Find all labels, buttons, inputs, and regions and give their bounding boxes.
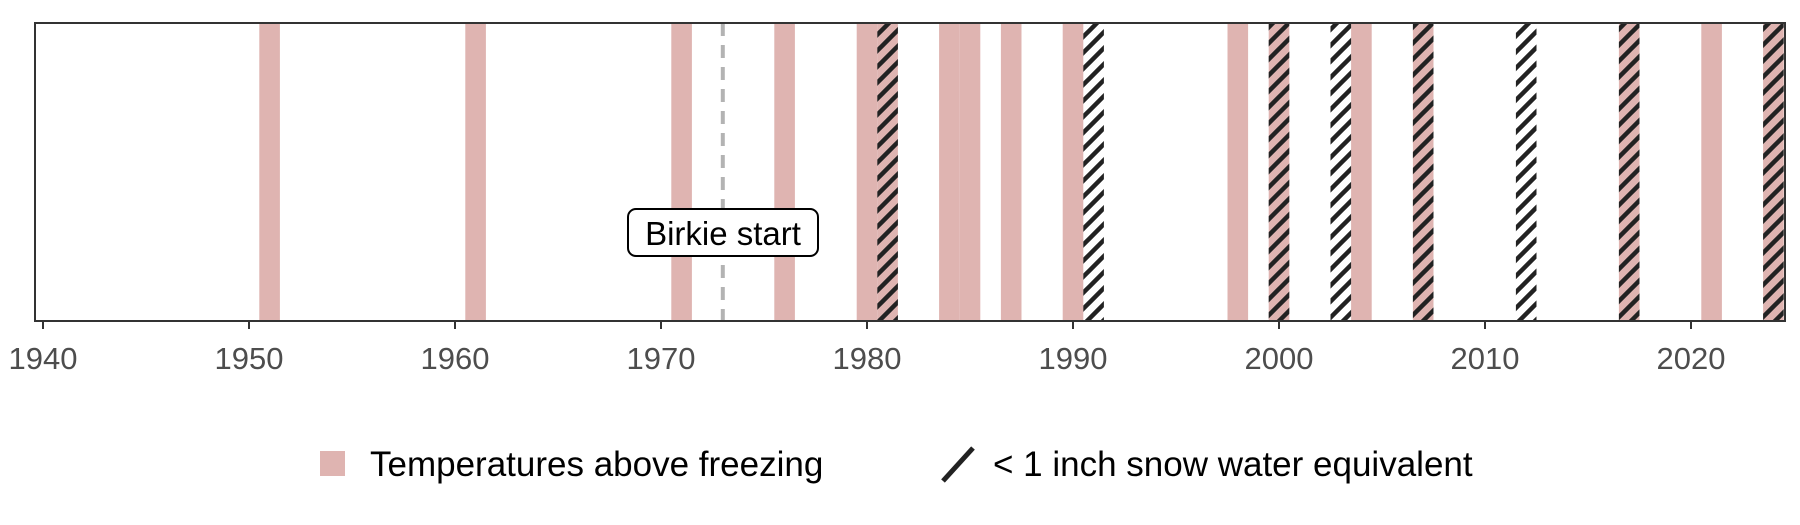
low-snow-year-band [1083,23,1104,321]
warm-year-band [939,23,960,321]
legend-label-hatch: < 1 inch snow water equivalent [993,445,1473,484]
warm-year-band [1351,23,1372,321]
x-axis: 1940 1950 1960 1970 1980 1990 2000 2010 2020 [9,321,1726,376]
low-snow-year-band [1412,23,1434,321]
legend: Temperatures above freezing < 1 inch sno… [320,445,1473,484]
warm-year-band [259,23,280,321]
legend-key-hatch [941,446,975,483]
warm-year-band [774,23,795,321]
x-tick-label: 1960 [421,341,490,376]
x-tick-label: 1940 [9,341,78,376]
warm-year-bands [259,23,1784,321]
x-tick-label: 2020 [1657,341,1726,376]
low-snow-year-band [877,23,898,321]
x-tick-label: 2010 [1451,341,1520,376]
plot-panel-border [34,22,1786,322]
annotation-label: Birkie start [645,215,801,252]
birkie-start-annotation: Birkie start [627,208,819,257]
warm-year-band [1000,23,1022,321]
warm-year-band [959,23,981,321]
x-tick-label: 1980 [833,341,902,376]
low-snow-year-band [1763,23,1784,321]
legend-key-warm [320,451,345,476]
low-snow-year-bands [877,23,1784,321]
annotation-label-box [627,208,819,257]
low-snow-year-band [1515,23,1537,321]
low-snow-year-band [1268,23,1290,321]
low-snow-year-band [1618,23,1640,321]
warm-year-band [856,23,878,321]
warm-year-band [1227,23,1249,321]
warm-year-band [671,23,692,321]
warm-year-band [1062,23,1084,321]
x-tick-label: 1990 [1039,341,1108,376]
x-tick-label: 1970 [627,341,696,376]
warm-year-band [1701,23,1722,321]
warm-year-band [465,23,486,321]
x-tick-label: 2000 [1245,341,1314,376]
x-tick-label: 1950 [215,341,284,376]
low-snow-year-band [1330,23,1352,321]
legend-label-warm: Temperatures above freezing [370,445,823,484]
